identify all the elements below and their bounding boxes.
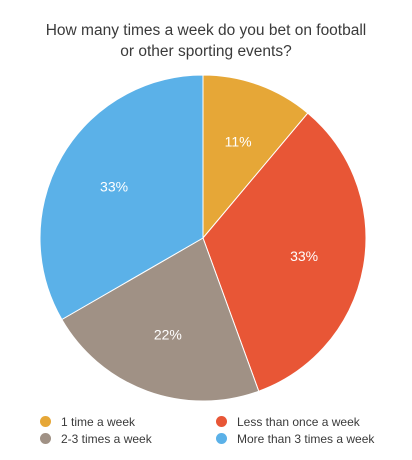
chart-title-line-1: How many times a week do you bet on foot… <box>45 22 367 39</box>
legend-item-2-3-times: 2-3 times a week <box>40 431 152 447</box>
legend-item-1-time-a-week: 1 time a week <box>40 414 135 430</box>
chart-title-line-2: or other sporting events? <box>120 43 292 60</box>
legend-item-more-than-3: More than 3 times a week <box>216 431 374 447</box>
legend-label: 2-3 times a week <box>61 432 152 446</box>
legend-swatch-2-3-times <box>40 433 51 444</box>
pie-slice-label-3: 33% <box>100 179 128 195</box>
pie-slice-label-1: 33% <box>290 248 318 264</box>
pie-slice-1 <box>202 112 367 392</box>
legend-label: More than 3 times a week <box>237 432 375 446</box>
legend-swatch-1-time-a-week <box>40 416 51 427</box>
pie-slice-2 <box>61 237 260 402</box>
legend-label: Less than once a week <box>237 415 360 429</box>
pie-slice-3 <box>39 74 204 321</box>
pie-slice-0 <box>202 74 309 240</box>
legend-swatch-less-than-once <box>216 416 227 427</box>
legend-label: 1 time a week <box>61 415 136 429</box>
pie-slice-label-2: 22% <box>154 326 182 342</box>
pie-slice-label-0: 11% <box>225 134 252 150</box>
chart-title: How many times a week do you bet on foot… <box>10 20 402 62</box>
legend-swatch-more-than-3 <box>216 433 227 444</box>
legend-item-less-than-once: Less than once a week <box>216 414 360 430</box>
